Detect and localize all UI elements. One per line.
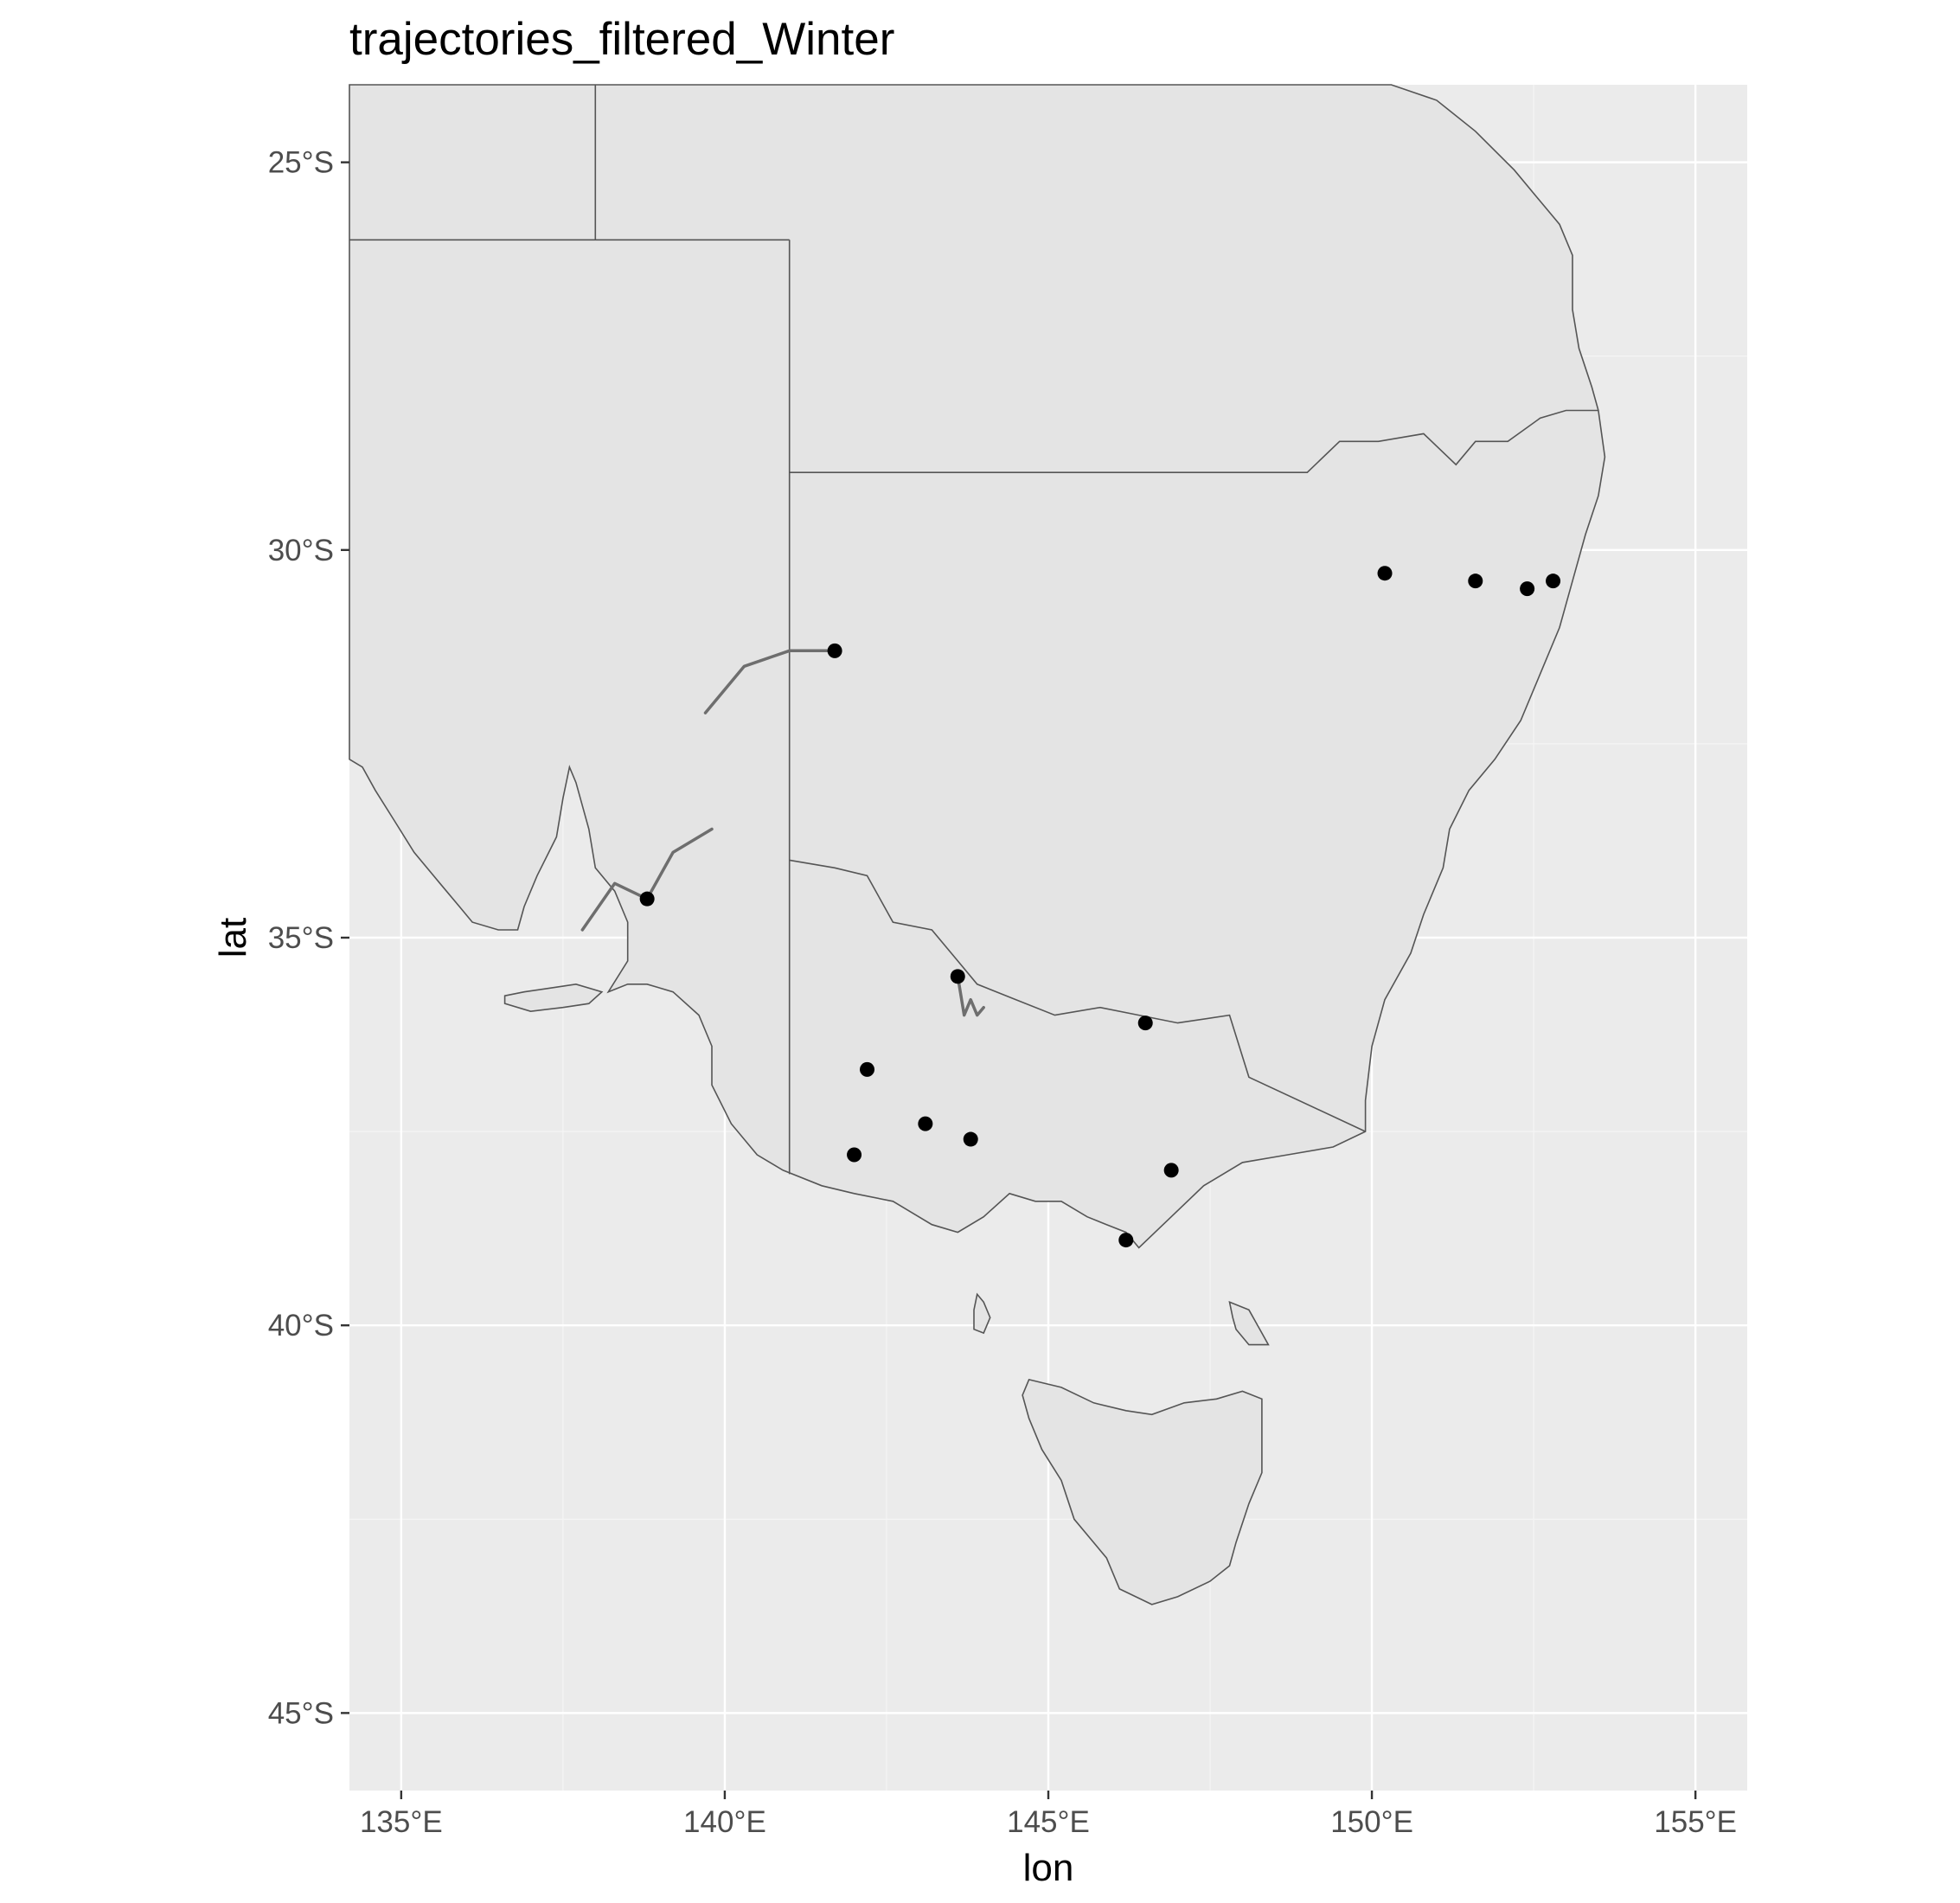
data-point — [918, 1116, 933, 1131]
kangaroo-island — [503, 983, 604, 1013]
tasmania — [1022, 1378, 1263, 1605]
border-nsw-qld — [789, 409, 1598, 473]
y-tick-label: 35°S — [268, 921, 334, 955]
data-point — [860, 1061, 875, 1077]
land-polygons — [349, 84, 1606, 1605]
data-point — [1546, 573, 1561, 589]
y-axis-title: lat — [212, 918, 254, 958]
data-point — [963, 1131, 978, 1147]
trajectory-line — [703, 649, 836, 714]
data-point — [1377, 566, 1393, 581]
data-point — [639, 891, 655, 907]
trajectory-line — [645, 827, 714, 900]
data-point — [1163, 1163, 1179, 1178]
trajectory-line — [956, 975, 985, 1017]
mainland-australia — [349, 84, 1606, 1249]
y-axis: 25°S 30°S 35°S 40°S 45°S — [268, 146, 349, 1730]
data-point — [950, 969, 965, 984]
data-point — [1520, 581, 1535, 597]
trajectory-line — [580, 881, 649, 932]
flinders-island — [1228, 1301, 1270, 1346]
x-axis-title: lon — [1023, 1847, 1074, 1889]
data-point — [1118, 1233, 1134, 1248]
x-tick-label: 140°E — [683, 1805, 766, 1839]
chart-title: trajectories_filtered_Winter — [349, 14, 894, 65]
y-tick-label: 30°S — [268, 534, 334, 567]
state-borders — [349, 85, 1598, 1175]
king-island — [973, 1292, 991, 1335]
data-point — [1468, 573, 1483, 589]
border-vic-nsw — [789, 859, 1366, 1132]
x-tick-label: 150°E — [1330, 1805, 1413, 1839]
x-axis: 135°E 140°E 145°E 150°E 155°E — [360, 1791, 1737, 1839]
data-point — [1137, 1016, 1153, 1031]
x-tick-label: 155°E — [1654, 1805, 1737, 1839]
data-point — [847, 1147, 862, 1163]
y-tick-label: 25°S — [268, 146, 334, 180]
data-point — [827, 643, 842, 658]
y-tick-label: 45°S — [268, 1696, 334, 1730]
x-tick-label: 135°E — [360, 1805, 443, 1839]
trajectory-lines — [580, 649, 985, 1017]
data-points — [639, 566, 1561, 1248]
x-tick-label: 145°E — [1007, 1805, 1090, 1839]
y-tick-label: 40°S — [268, 1309, 334, 1342]
